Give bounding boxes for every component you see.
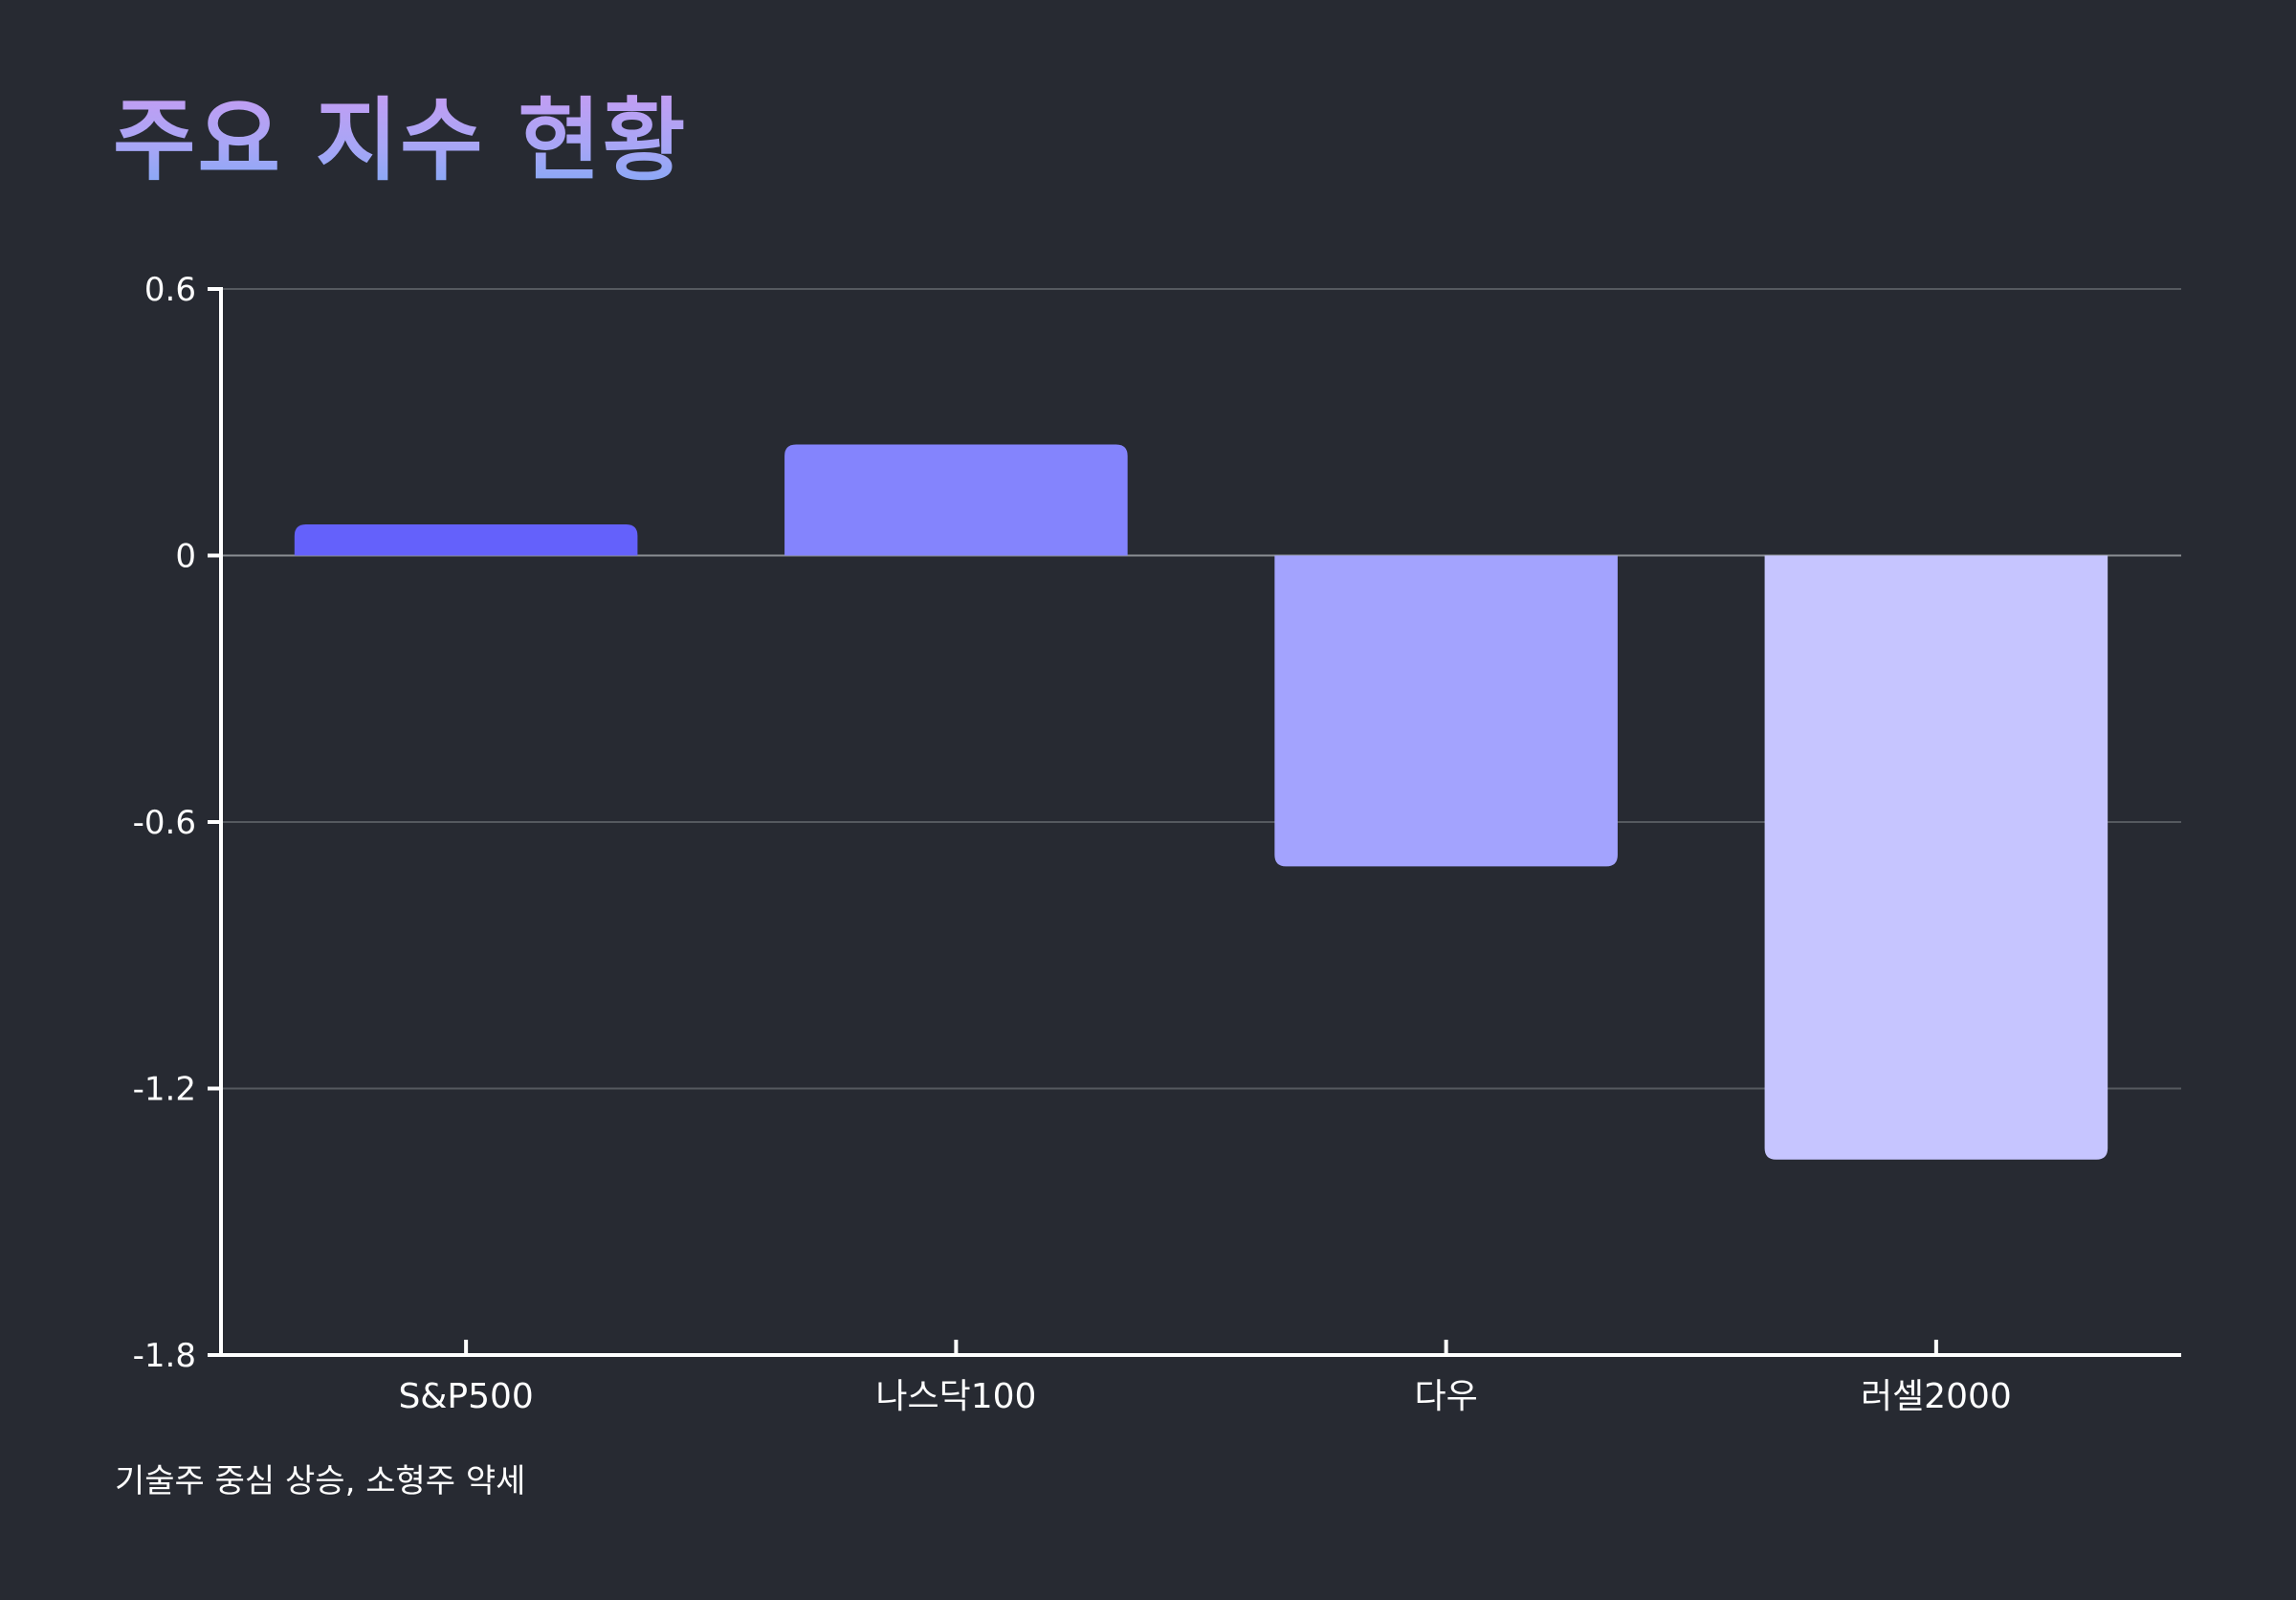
bar-3 (1274, 555, 1618, 867)
bar-1 (294, 524, 638, 556)
y-tick-label: 0.6 (144, 271, 196, 309)
axes (208, 287, 2181, 1357)
y-tick-label: -1.2 (133, 1071, 196, 1109)
bar-4 (1764, 555, 2108, 1160)
x-tick-label: 러셀2000 (1861, 1377, 2012, 1416)
x-tick-label: 나스닥100 (875, 1377, 1036, 1416)
bars (294, 444, 2108, 1160)
tick-labels: 0.6 0 -0.6 -1.2 -1.8 S&P500 나스닥100 다우 러셀2000 (133, 271, 2012, 1416)
y-tick-label: -1.8 (133, 1337, 196, 1375)
x-tick-label: 다우 (1415, 1377, 1478, 1416)
y-tick-label: -0.6 (133, 804, 196, 842)
y-tick-label: 0 (175, 538, 196, 576)
x-tick-label: S&P500 (398, 1377, 533, 1416)
chart-title: 주요 지수 현황 (113, 84, 687, 199)
bar-2 (784, 444, 1128, 556)
chart-caption: 기술주 중심 상승, 소형주 약세 (115, 1462, 526, 1500)
